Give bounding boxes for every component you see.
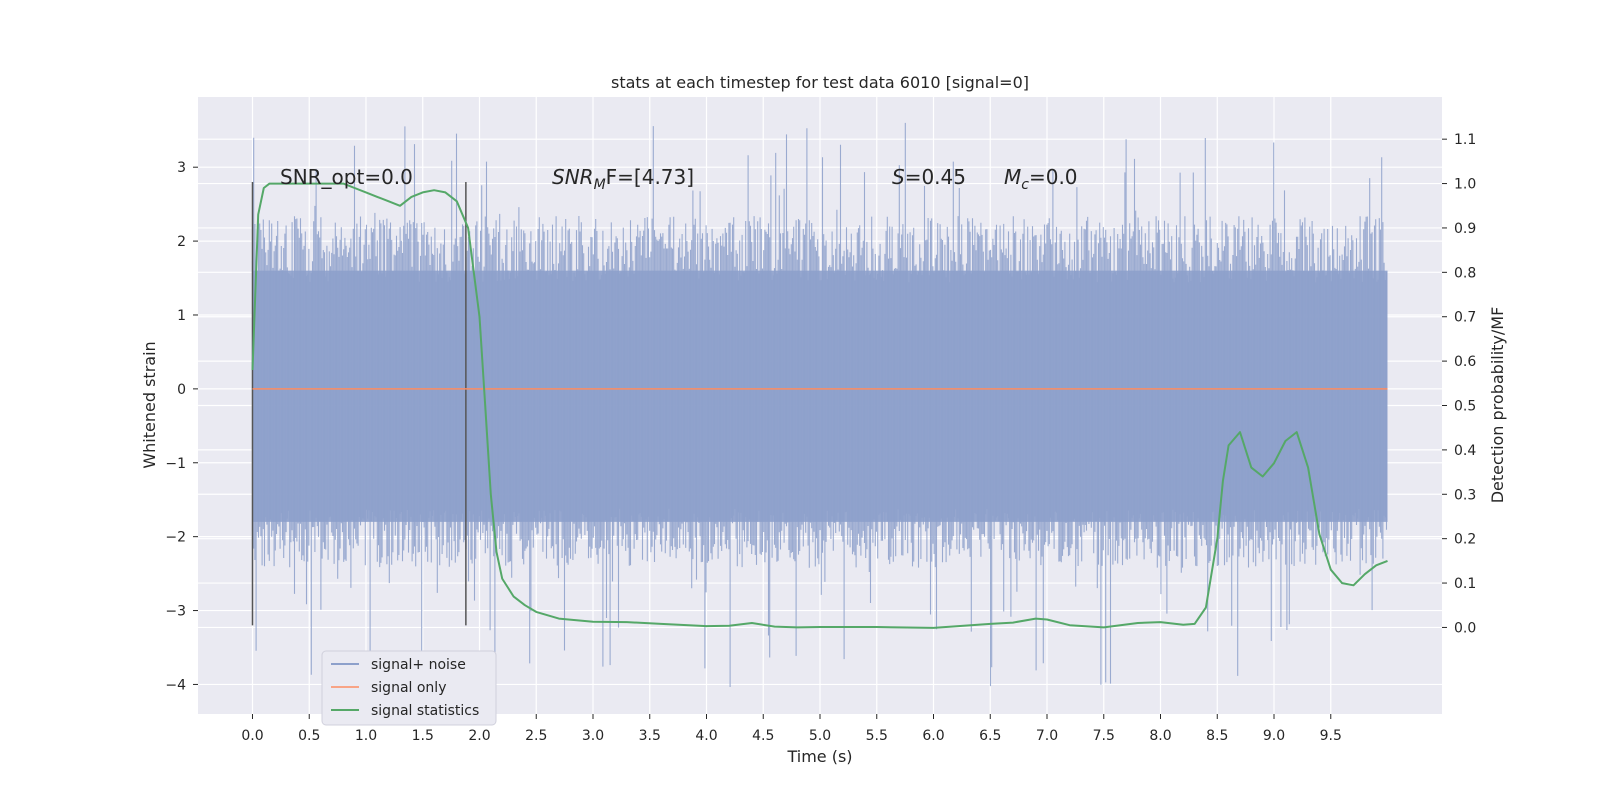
x-tick-label: 8.0 (1149, 728, 1171, 744)
annotation-snr-mf: SNRMF=[4.73] (552, 165, 694, 193)
y-right-tick-label: 0.4 (1454, 443, 1476, 459)
annotation-mc-val: =0.0 (1029, 165, 1078, 189)
legend-label-signal-only: signal only (371, 680, 446, 696)
x-tick-label: 2.5 (525, 728, 547, 744)
y-right-tick-label: 0.8 (1454, 265, 1476, 281)
x-tick-label: 6.5 (979, 728, 1001, 744)
legend-label-signal-statistics: signal statistics (371, 703, 479, 719)
y-left-axis-label: Whitened strain (140, 341, 159, 468)
y-left-tick-label: −4 (165, 677, 186, 693)
x-tick-label: 0.0 (241, 728, 263, 744)
x-tick-label: 6.0 (922, 728, 944, 744)
y-right-tick-label: 0.2 (1454, 532, 1476, 548)
y-right-tick-label: 0.6 (1454, 354, 1476, 370)
annotation-s-val: =0.45 (905, 165, 966, 189)
x-tick-label: 7.0 (1036, 728, 1058, 744)
y-right-tick-label: 1.0 (1454, 177, 1476, 193)
x-tick-label: 9.5 (1320, 728, 1342, 744)
signal-statistics-series (251, 182, 1388, 629)
x-axis-ticks: 0.0 0.5 1.0 1.5 2.0 2.5 3.0 3.5 4.0 4.5 5.0 5.5 6.0 6… (241, 714, 1342, 744)
y-right-tick-label: 1.1 (1454, 132, 1476, 148)
y-right-tick-label: 0.3 (1454, 487, 1476, 503)
annotation-s-var: S (892, 165, 905, 189)
y-right-tick-label: 0.7 (1454, 310, 1476, 326)
x-tick-label: 5.0 (809, 728, 831, 744)
annotation-mc: Mc=0.0 (1004, 165, 1078, 193)
y-right-tick-label: 0.5 (1454, 399, 1476, 415)
x-tick-label: 5.5 (866, 728, 888, 744)
x-tick-label: 1.0 (355, 728, 377, 744)
annotation-snr-mf-rest: F=[4.73] (606, 165, 694, 189)
legend: signal+ noise signal only signal statist… (321, 650, 497, 726)
y-left-tick-label: 3 (177, 160, 186, 176)
signal-statistics-line (251, 182, 1388, 629)
x-tick-label: 4.0 (695, 728, 717, 744)
y-left-tick-label: 0 (177, 382, 186, 398)
annotation-s: S=0.45 (892, 165, 966, 189)
y-right-axis-label: Detection probability/MF (1488, 307, 1507, 504)
y-right-tick-label: 0.1 (1454, 576, 1476, 592)
legend-box (321, 650, 497, 726)
y-right-axis-ticks: 1.1 1.0 0.9 0.8 0.7 0.6 0.5 0.4 0.3 0.2 0.1 0.0 (1442, 132, 1476, 636)
y-right-tick-label: 0.9 (1454, 221, 1476, 237)
y-left-axis-ticks: 3 2 1 0 −1 −2 −3 −4 (165, 160, 198, 693)
x-tick-label: 4.5 (752, 728, 774, 744)
y-right-tick-label: 0.0 (1454, 620, 1476, 636)
y-left-tick-label: 2 (177, 234, 186, 250)
x-tick-label: 7.5 (1093, 728, 1115, 744)
y-left-tick-label: 1 (177, 308, 186, 324)
annotations: SNR_opt=0.0 SNRMF=[4.73] S=0.45 Mc=0.0 (280, 165, 1078, 193)
annotation-mc-sub: c (1021, 177, 1029, 193)
x-tick-label: 1.5 (412, 728, 434, 744)
annotation-mc-var: M (1004, 165, 1021, 189)
x-tick-label: 9.0 (1263, 728, 1285, 744)
x-tick-label: 3.0 (582, 728, 604, 744)
annotation-snr-mf-sub: M (594, 177, 606, 193)
x-tick-label: 3.5 (639, 728, 661, 744)
y-left-tick-label: −3 (165, 604, 186, 620)
legend-label-signal-plus-noise: signal+ noise (371, 657, 466, 673)
y-left-tick-label: −2 (165, 530, 186, 546)
x-tick-label: 0.5 (298, 728, 320, 744)
x-tick-label: 8.5 (1206, 728, 1228, 744)
x-tick-label: 2.0 (468, 728, 490, 744)
annotation-snr-opt: SNR_opt=0.0 (280, 165, 413, 189)
annotation-snr-mf-base: SNR (552, 165, 594, 189)
signal-plus-noise-series (251, 122, 1388, 687)
x-axis-label: Time (s) (786, 747, 852, 766)
vertical-markers (251, 181, 467, 626)
y-left-tick-label: −1 (165, 456, 186, 472)
chart-title: stats at each timestep for test data 601… (611, 73, 1029, 92)
